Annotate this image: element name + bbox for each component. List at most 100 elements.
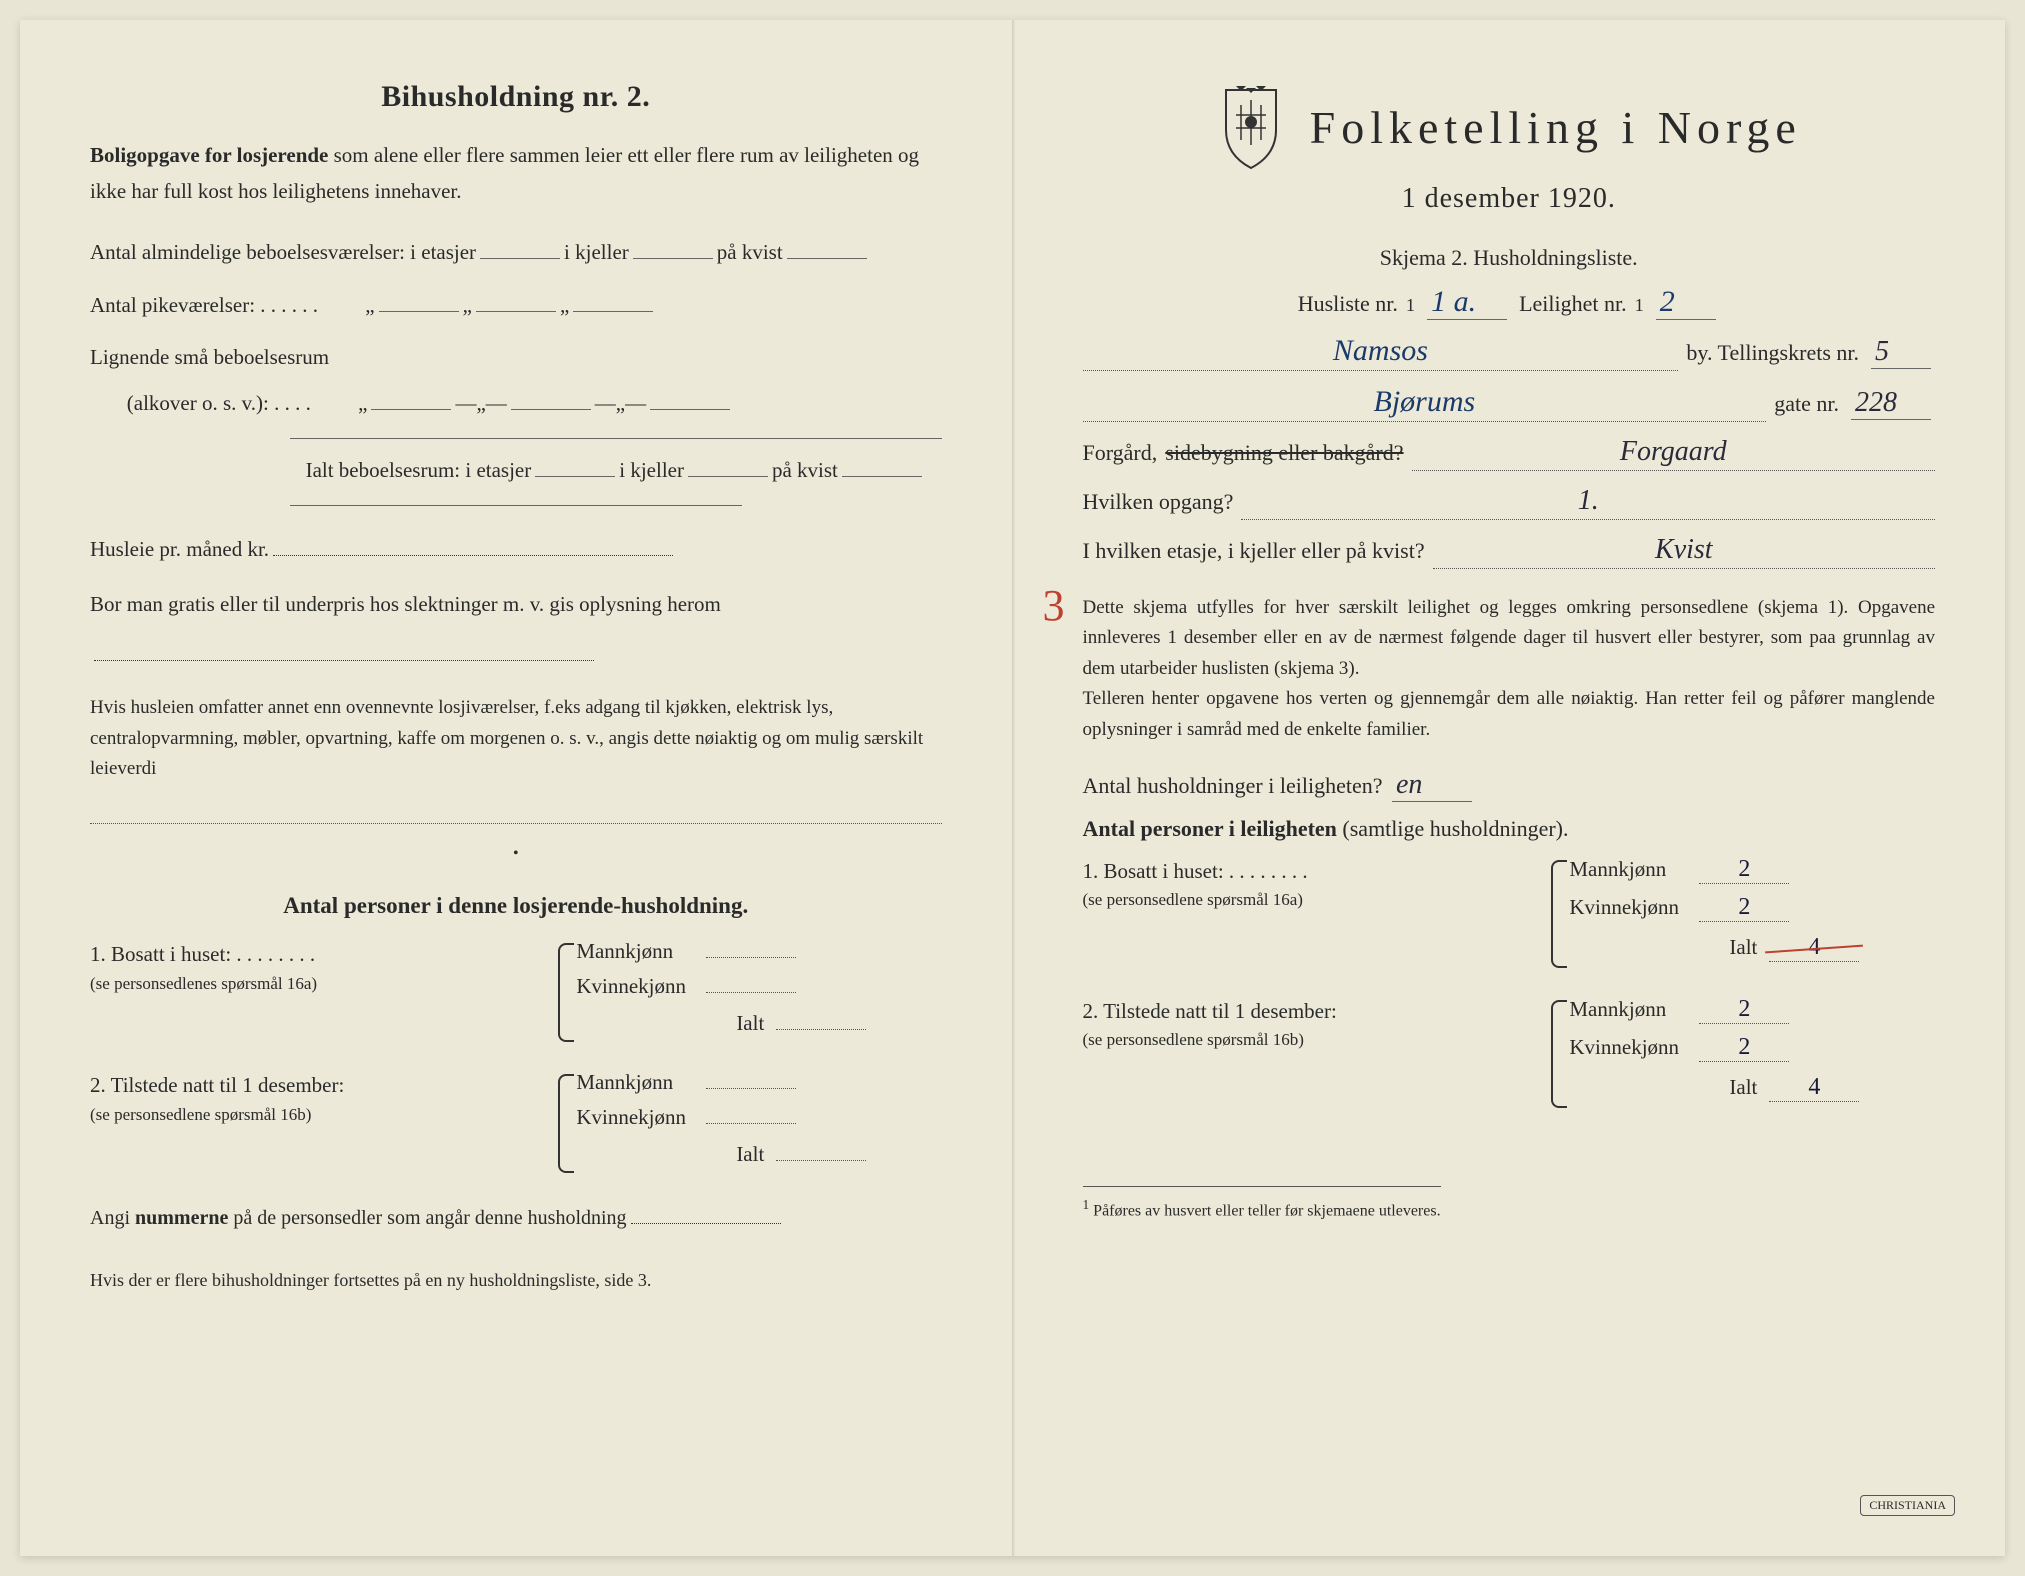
blank <box>273 555 673 556</box>
etasje-lbl: I hvilken etasje, i kjeller eller på kvi… <box>1083 538 1425 564</box>
gate-val: Bjørums <box>1083 385 1767 422</box>
note-husleie: Hvis husleien omfatter annet enn ovennev… <box>90 693 942 784</box>
blank <box>94 660 594 661</box>
blank <box>371 409 451 410</box>
lbl-mann: Mannkjønn <box>576 939 706 964</box>
intro-text: Boligopgave for losjerende som alene ell… <box>90 138 942 209</box>
rq1-values: Mannkjønn2 Kvinnekjønn2 Ialt4 <box>1551 856 1935 972</box>
val-i1: 4 <box>1769 934 1859 962</box>
opgang-lbl: Hvilken opgang? <box>1083 489 1234 515</box>
forgard-strike: sidebygning eller bakgård? <box>1165 440 1403 466</box>
q-pers-title: Antal personer i leiligheten (samtlige h… <box>1083 816 1936 842</box>
leilighet-val: 2 <box>1656 285 1716 320</box>
val <box>776 1029 866 1030</box>
opgang-val: 1. <box>1241 485 1935 520</box>
q2-sub: (se personsedlene spørsmål 16b) <box>90 1102 558 1128</box>
printer-stamp: CHRISTIANIA <box>1860 1495 1955 1516</box>
lbl-ialt: Ialt <box>736 1011 776 1036</box>
gate-line: Bjørums gate nr. 228 <box>1083 385 1936 422</box>
blank <box>480 258 560 259</box>
left-q1: 1. Bosatt i huset: . . . . . . . . (se p… <box>90 939 942 1046</box>
val <box>706 992 796 993</box>
lbl-kjeller: i kjeller <box>564 240 629 264</box>
rq2-values: Mannkjønn2 Kvinnekjønn2 Ialt4 <box>1551 996 1935 1112</box>
line-lign: Lignende små beboelsesrum (alkover o. s.… <box>90 334 942 426</box>
q1-sub: (se personsedlenes spørsmål 16a) <box>90 971 558 997</box>
angi-line: Angi nummerne på de personsedler som ang… <box>90 1207 942 1230</box>
footnote-num: 1 <box>1083 1197 1090 1212</box>
rq1-sub: (se personsedlene spørsmål 16a) <box>1083 887 1552 913</box>
gate-nr-val: 228 <box>1855 387 1897 418</box>
lbl-kvinne: Kvinnekjønn <box>1569 895 1699 920</box>
val-i2: 4 <box>1769 1074 1859 1102</box>
blank <box>476 311 556 312</box>
rq1-label: 1. Bosatt i huset: . . . . . . . . <box>1083 859 1308 883</box>
blank <box>511 409 591 410</box>
line-pike: Antal pikeværelser: . . . . . . „„„ <box>90 282 942 328</box>
val-k1: 2 <box>1699 894 1789 922</box>
lbl-ialt: Ialt <box>1729 1075 1769 1100</box>
etasje-val: Kvist <box>1433 534 1935 569</box>
rq2-sub: (se personsedlene spørsmål 16b) <box>1083 1027 1552 1053</box>
lbl-kvinne: Kvinnekjønn <box>576 974 706 999</box>
forgard-lbl: Forgård, <box>1083 440 1158 466</box>
blank <box>535 476 615 477</box>
left-footer: Hvis der er flere bihusholdninger fortse… <box>90 1270 942 1291</box>
rq2-label: 2. Tilstede natt til 1 desember: <box>1083 999 1337 1023</box>
right-page: 3 Folketelling i Norge 1 desember 1920. … <box>1013 20 2006 1556</box>
right-q2: 2. Tilstede natt til 1 desember: (se per… <box>1083 996 1936 1112</box>
lbl-lign1: Lignende små beboelsesrum <box>90 345 329 369</box>
lbl-mann: Mannkjønn <box>1569 997 1699 1022</box>
line-almindelige: Antal almindelige beboelsesværelser: i e… <box>90 229 942 275</box>
q2-label-wrap: 2. Tilstede natt til 1 desember: (se per… <box>90 1070 558 1127</box>
left-q2: 2. Tilstede natt til 1 desember: (se per… <box>90 1070 942 1177</box>
blank <box>787 258 867 259</box>
lbl-kvinne: Kvinnekjønn <box>1569 1035 1699 1060</box>
val <box>776 1160 866 1161</box>
lbl-kvist: på kvist <box>717 240 783 264</box>
right-q1: 1. Bosatt i huset: . . . . . . . . (se p… <box>1083 856 1936 972</box>
rq2-label-wrap: 2. Tilstede natt til 1 desember: (se per… <box>1083 996 1552 1053</box>
line-gratis: Bor man gratis eller til underpris hos s… <box>90 579 942 680</box>
lbl-ialt: Ialt <box>1729 935 1769 960</box>
blank <box>379 311 459 312</box>
val <box>706 1123 796 1124</box>
blank <box>573 311 653 312</box>
left-title: Bihusholdning nr. 2. <box>90 80 942 114</box>
lbl-kjeller2: i kjeller <box>619 458 684 482</box>
q2-values: Mannkjønn Kvinnekjønn Ialt <box>558 1070 941 1177</box>
lbl-ialt: Ialt <box>736 1142 776 1167</box>
blank <box>842 476 922 477</box>
val-m2: 2 <box>1699 996 1789 1024</box>
lbl-mann: Mannkjønn <box>1569 857 1699 882</box>
lbl-lign2: (alkover o. s. v.): . . . . <box>127 391 311 415</box>
by-line: Namsos by. Tellingskrets nr. 5 <box>1083 334 1936 371</box>
husliste-lbl: Husliste nr. <box>1298 291 1398 317</box>
q2-label: 2. Tilstede natt til 1 desember: <box>90 1073 344 1097</box>
lbl-ialt-bebo: Ialt beboelsesrum: i etasjer <box>306 458 532 482</box>
intro-bold: Boligopgave for losjerende <box>90 143 328 167</box>
document: Bihusholdning nr. 2. Boligopgave for los… <box>20 20 2005 1556</box>
schema-line: Skjema 2. Husholdningsliste. <box>1083 245 1936 271</box>
q1-label-wrap: 1. Bosatt i huset: . . . . . . . . (se p… <box>90 939 558 996</box>
val <box>706 1088 796 1089</box>
line-ialt-bebo: Ialt beboelsesrum: i etasjer i kjeller på … <box>290 438 942 493</box>
blank <box>688 476 768 477</box>
header: Folketelling i Norge 1 desember 1920. <box>1083 80 1936 215</box>
husliste-val: 1 a. <box>1427 285 1507 320</box>
by-lbl: by. Tellingskrets nr. <box>1686 340 1859 366</box>
sup: 1 <box>1406 295 1415 316</box>
forgard-val: Forgaard <box>1412 436 1935 471</box>
footnote: 1 Påføres av husvert eller teller før sk… <box>1083 1186 1441 1220</box>
lbl-gratis: Bor man gratis eller til underpris hos s… <box>90 592 721 616</box>
lbl-pike: Antal pikeværelser: . . . . . . <box>90 293 318 317</box>
q-hush: Antal husholdninger i leiligheten? en <box>1083 769 1936 802</box>
etasje-line: I hvilken etasje, i kjeller eller på kvi… <box>1083 534 1936 569</box>
left-page: Bihusholdning nr. 2. Boligopgave for los… <box>20 20 1013 1556</box>
husliste-line: Husliste nr.1 1 a. Leilighet nr.1 2 <box>1083 285 1936 320</box>
subsection-title: Antal personer i denne losjerende-hushol… <box>90 893 942 919</box>
by-val: Namsos <box>1083 334 1679 371</box>
val-k2: 2 <box>1699 1034 1789 1062</box>
coat-of-arms-icon <box>1216 80 1286 175</box>
lbl-kvist2: på kvist <box>772 458 838 482</box>
